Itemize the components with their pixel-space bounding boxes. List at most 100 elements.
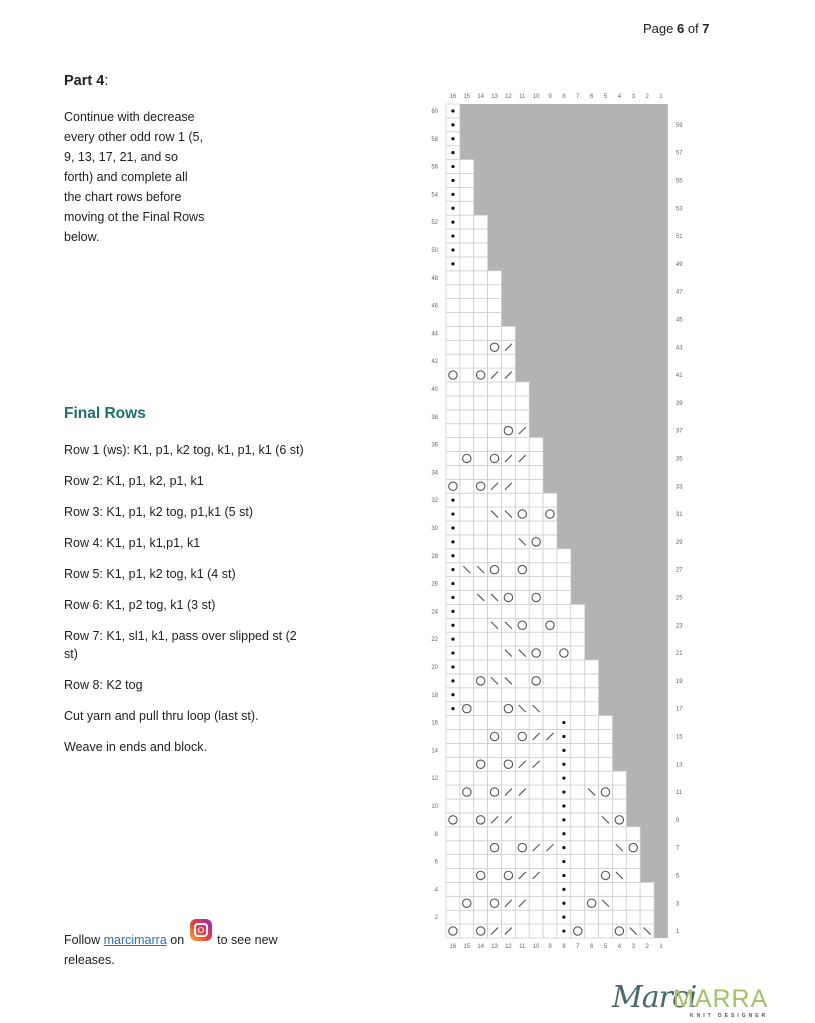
chart-cell	[445, 826, 461, 842]
purl-dot-symbol	[562, 929, 566, 933]
chart-cell	[528, 506, 544, 522]
yarn-over-symbol	[531, 676, 541, 686]
purl-dot-symbol	[451, 707, 455, 711]
ssk-symbol	[476, 565, 485, 574]
column-number-label-top: 6	[590, 94, 594, 100]
ssk-symbol	[476, 593, 485, 602]
chart-cell	[570, 840, 586, 856]
chart-cell	[570, 784, 586, 800]
row-number-label: 36	[431, 443, 438, 449]
ssk-symbol	[532, 704, 541, 713]
ssk-symbol	[462, 565, 471, 574]
chart-cell	[514, 631, 530, 647]
chart-cell	[598, 798, 613, 814]
chart-cell	[598, 729, 613, 744]
chart-cell	[473, 854, 489, 869]
chart-cell	[445, 423, 461, 439]
purl-dot-symbol	[451, 595, 455, 600]
chart-cell	[514, 576, 530, 591]
purl-dot-symbol	[562, 818, 566, 822]
chart-cell	[584, 701, 599, 717]
chart-cell	[487, 270, 502, 286]
chart-cell	[612, 798, 627, 814]
chart-cell	[556, 645, 572, 661]
row-number-label: 50	[431, 248, 438, 254]
chart-cell	[528, 715, 544, 730]
chart-cell	[459, 270, 475, 286]
row-number-label: 58	[431, 137, 438, 143]
column-number-label-bottom: 8	[562, 944, 566, 950]
column-number-label-bottom: 9	[548, 944, 552, 950]
chart-cell	[556, 576, 572, 591]
chart-cell	[459, 854, 475, 869]
chart-cell	[445, 895, 461, 911]
column-number-label-top: 10	[533, 94, 540, 100]
chart-cell	[570, 687, 586, 703]
purl-dot-symbol	[451, 220, 455, 224]
chart-cell	[473, 895, 489, 911]
ssk-symbol	[490, 510, 499, 518]
row-number-label: 44	[431, 331, 438, 337]
chart-cell	[487, 798, 502, 814]
column-number-label-top: 11	[519, 94, 526, 100]
chart-cell	[556, 617, 572, 633]
chart-cell	[528, 687, 544, 703]
follow-text: Follow marcimarra on to see new releases…	[64, 919, 314, 970]
logo-subtitle: KNIT DESIGNER	[690, 1013, 769, 1019]
chart-cell	[487, 715, 502, 730]
k2tog-symbol	[518, 788, 527, 796]
yarn-over-symbol	[475, 676, 486, 686]
chart-cell	[584, 854, 599, 869]
chart-cell	[473, 381, 489, 397]
chart-cell	[542, 854, 558, 869]
chart-cell	[584, 715, 599, 730]
chart-cell	[501, 743, 516, 758]
step-item: Row 4: K1, p1, k1,p1, k1	[64, 536, 201, 550]
chart-cell	[473, 520, 489, 536]
chart-cell	[542, 520, 558, 536]
column-number-label-bottom: 3	[632, 944, 636, 950]
k2tog-symbol	[518, 760, 527, 769]
chart-cell	[556, 604, 572, 619]
chart-cell	[612, 882, 627, 897]
chart-cell	[487, 576, 502, 591]
row-number-label: 46	[431, 304, 438, 310]
chart-cell	[459, 395, 475, 411]
instagram-link[interactable]: marcimarra	[103, 933, 167, 947]
instagram-icon[interactable]	[189, 919, 212, 941]
k2tog-symbol	[532, 732, 541, 741]
logo: Marci MARRA KNIT DESIGNER	[612, 980, 802, 1020]
chart-cell	[445, 756, 461, 772]
chart-cell	[445, 270, 461, 286]
yarn-over-symbol	[489, 787, 500, 797]
chart-cell	[514, 840, 530, 856]
chart-cell	[445, 923, 461, 939]
chart-cell	[570, 882, 586, 897]
logo-script: Marci	[612, 980, 697, 1015]
chart-cell	[487, 423, 502, 439]
chart-cell	[514, 548, 530, 564]
chart-cell	[459, 687, 475, 703]
chart-cell	[542, 492, 558, 508]
chart-cell	[473, 743, 489, 758]
chart-cell	[487, 659, 502, 675]
chart-cell	[570, 604, 586, 619]
chart-cell	[473, 534, 489, 550]
chart-cell	[625, 826, 641, 842]
row-number-label: 51	[676, 234, 683, 240]
chart-cell	[459, 812, 475, 828]
chart-cell	[570, 868, 586, 883]
chart-cell	[487, 631, 502, 647]
chart-cell	[487, 284, 502, 300]
chart-cell	[445, 798, 461, 814]
chart-cell	[459, 173, 475, 188]
chart-cell	[514, 826, 530, 842]
chart-cell	[473, 242, 489, 258]
yarn-over-symbol	[475, 370, 486, 380]
row-number-label: 5	[676, 873, 680, 879]
chart-cell	[501, 840, 516, 856]
chart-cell	[459, 451, 475, 466]
chart-cell	[542, 673, 558, 689]
chart-cell	[528, 673, 544, 689]
purl-dot-symbol	[451, 693, 455, 697]
